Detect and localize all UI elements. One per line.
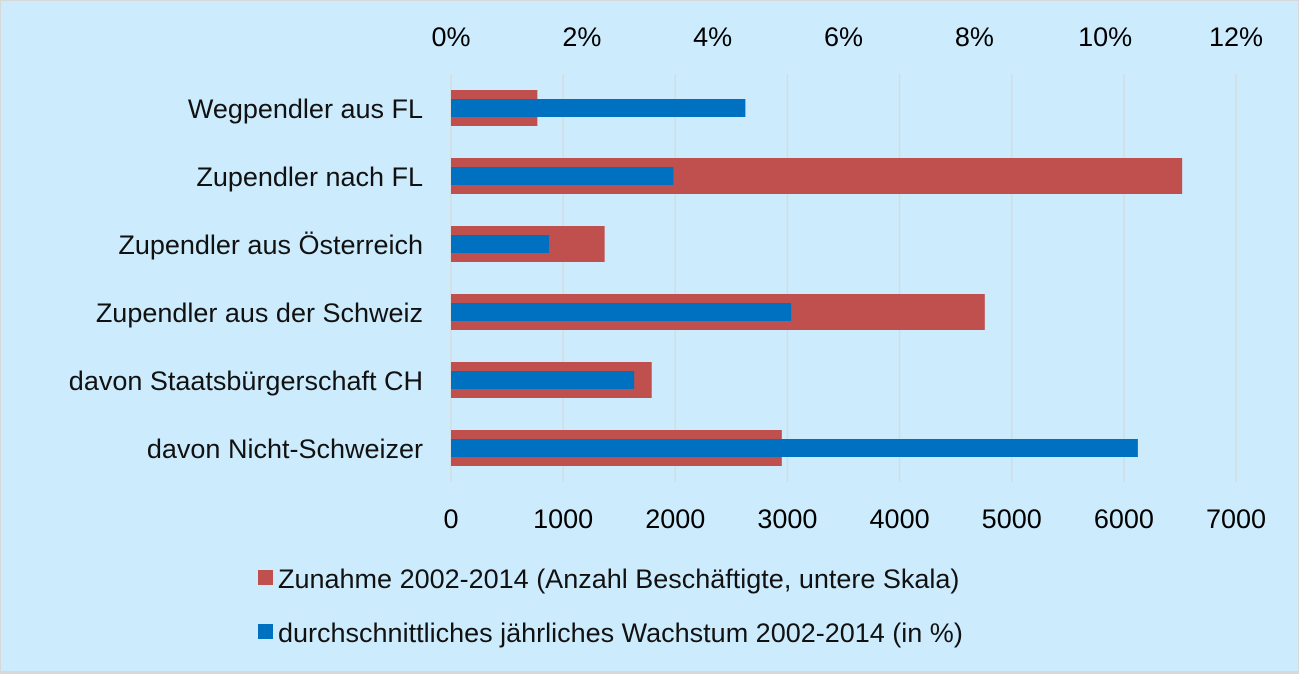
category-label: davon Nicht-Schweizer <box>147 434 423 464</box>
bars <box>451 90 1183 466</box>
category-label: davon Staatsbürgerschaft CH <box>69 366 423 396</box>
bottom-tick-label: 3000 <box>757 504 817 534</box>
bottom-tick-label: 4000 <box>870 504 930 534</box>
legend: Zunahme 2002-2014 (Anzahl Beschäftigte, … <box>258 564 963 648</box>
top-axis: 0% 2% 4% 6% 8% 10% 12% <box>431 22 1263 52</box>
legend-label: durchschnittliches jährliches Wachstum 2… <box>278 618 963 648</box>
bar-wachstum <box>451 167 674 185</box>
top-tick-label: 0% <box>431 22 470 52</box>
legend-swatch <box>258 570 273 585</box>
legend-label: Zunahme 2002-2014 (Anzahl Beschäftigte, … <box>278 564 959 594</box>
top-tick-label: 12% <box>1209 22 1263 52</box>
top-tick-label: 8% <box>955 22 994 52</box>
category-label: Zupendler nach FL <box>196 162 423 192</box>
bar-wachstum <box>451 99 746 117</box>
top-tick-label: 6% <box>824 22 863 52</box>
bar-wachstum <box>451 235 550 253</box>
category-axis: Wegpendler aus FL Zupendler nach FL Zupend… <box>69 94 423 464</box>
bottom-tick-label: 5000 <box>982 504 1042 534</box>
gridlines <box>450 74 1237 482</box>
category-label: Zupendler aus Österreich <box>118 230 423 260</box>
bottom-tick-label: 0 <box>443 504 458 534</box>
bottom-tick-label: 7000 <box>1206 504 1266 534</box>
bottom-tick-label: 1000 <box>533 504 593 534</box>
bar-wachstum <box>451 371 635 389</box>
top-tick-label: 2% <box>562 22 601 52</box>
category-label: Zupendler aus der Schweiz <box>96 298 423 328</box>
bar-wachstum <box>451 303 792 321</box>
top-tick-label: 4% <box>693 22 732 52</box>
category-label: Wegpendler aus FL <box>188 94 423 124</box>
bar-wachstum <box>451 439 1138 457</box>
top-tick-label: 10% <box>1078 22 1132 52</box>
bottom-tick-label: 6000 <box>1094 504 1154 534</box>
bottom-axis: 0 1000 2000 3000 4000 5000 6000 7000 <box>443 504 1266 534</box>
bottom-tick-label: 2000 <box>645 504 705 534</box>
legend-swatch <box>258 624 273 639</box>
